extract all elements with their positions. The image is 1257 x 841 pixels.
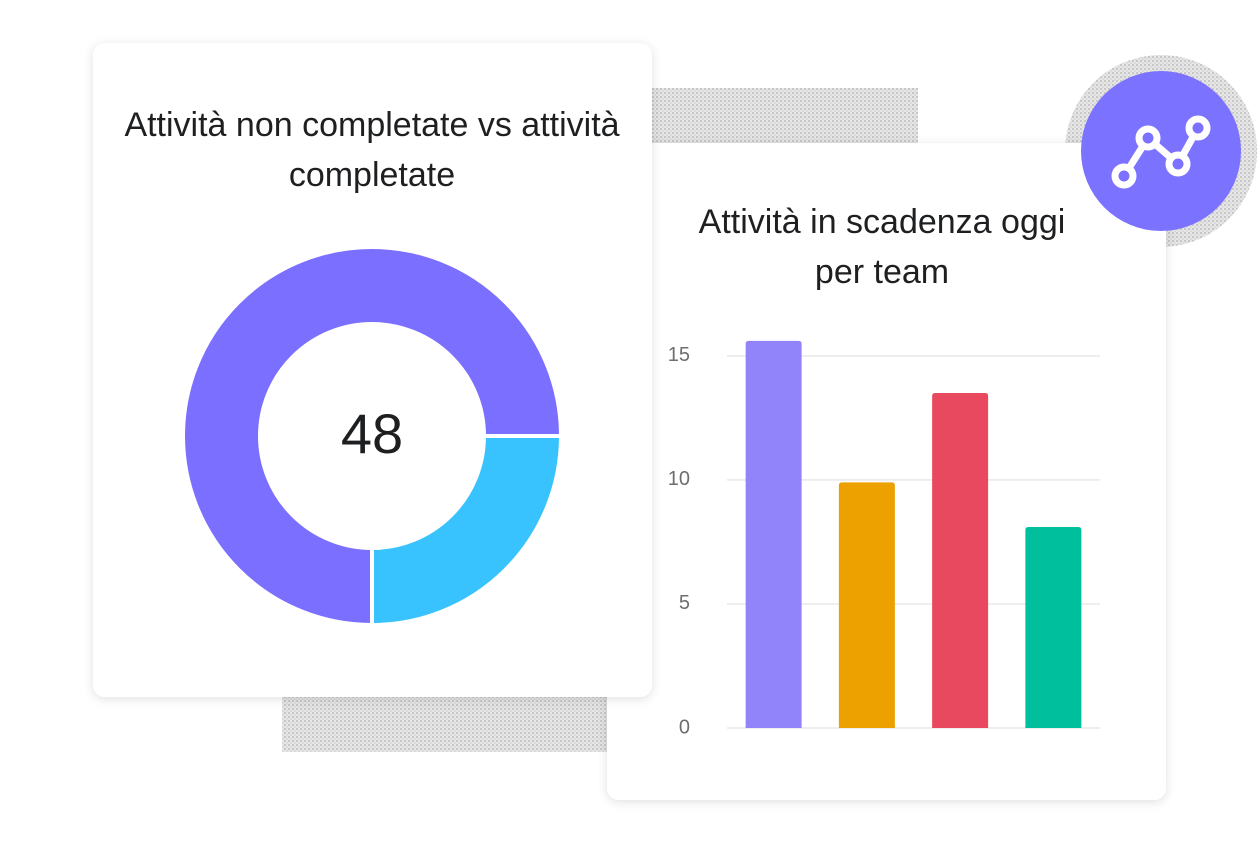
y-tick-label: 15 (668, 344, 690, 366)
texture (652, 88, 918, 148)
bar-chart: 0 5 10 15 (668, 340, 1100, 738)
donut-segment (370, 434, 564, 628)
donut-title: Attività non completate vs attività comp… (124, 106, 620, 194)
y-tick-label: 0 (679, 716, 690, 738)
bar (745, 340, 802, 728)
center-label: 48 (341, 402, 403, 465)
donut-segment (181, 245, 564, 628)
bar (1025, 527, 1082, 728)
bar (838, 482, 895, 728)
line-icon (1111, 115, 1211, 189)
y-tick-label: 10 (668, 468, 690, 490)
y-tick-label: 5 (679, 592, 690, 614)
bar-title: Attività in scadenza oggi per team (698, 203, 1066, 291)
bar (932, 393, 989, 728)
texture (282, 690, 607, 752)
donut-chart: 48 (181, 245, 564, 628)
